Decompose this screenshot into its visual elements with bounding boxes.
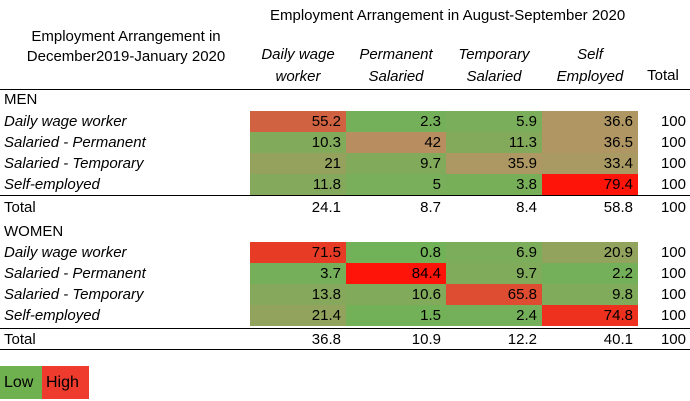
table-cell: 11.3 bbox=[446, 132, 542, 153]
table-cell: 36.6 bbox=[542, 111, 638, 132]
table-row: Self-employed 21.4 1.5 2.4 74.8 100 bbox=[0, 305, 690, 326]
row-total: 100 bbox=[660, 307, 686, 324]
total-cell: 36.8 bbox=[311, 331, 341, 348]
table-cell: 0.8 bbox=[346, 242, 446, 263]
total-row-total: 100 bbox=[660, 331, 686, 348]
table-cell: 74.8 bbox=[542, 305, 638, 326]
total-cell: 10.9 bbox=[411, 331, 441, 348]
total-cell: 58.8 bbox=[603, 199, 633, 216]
row-label: Salaried - Permanent bbox=[4, 265, 146, 282]
row-total: 100 bbox=[660, 155, 686, 172]
table-cell: 9.7 bbox=[446, 263, 542, 284]
column-group-header: Employment Arrangement in August-Septemb… bbox=[270, 7, 626, 24]
table-cell: 84.4 bbox=[346, 263, 446, 284]
legend-low: Low bbox=[0, 366, 42, 399]
group-label-men: MEN bbox=[4, 91, 38, 108]
table-cell: 20.9 bbox=[542, 242, 638, 263]
col-header-permanent-salaried: Permanent Salaried bbox=[359, 46, 433, 85]
table-cell: 1.5 bbox=[346, 305, 446, 326]
total-row-total: 100 bbox=[660, 199, 686, 216]
row-label: Salaried - Temporary bbox=[4, 286, 144, 303]
row-header-line1: Employment Arrangement in bbox=[31, 28, 221, 45]
row-total: 100 bbox=[660, 134, 686, 151]
row-label: Daily wage worker bbox=[4, 113, 127, 130]
men-total-rule bbox=[0, 195, 690, 196]
table-row: Salaried - Permanent 10.3 42 11.3 36.5 100 bbox=[0, 132, 690, 153]
table-cell: 71.5 bbox=[250, 242, 346, 263]
table-row: Salaried - Permanent 3.7 84.4 9.7 2.2 100 bbox=[0, 263, 690, 284]
table-cell: 13.8 bbox=[250, 284, 346, 305]
women-total-rule bbox=[0, 328, 690, 329]
table-cell: 10.3 bbox=[250, 132, 346, 153]
total-row: Total 36.8 10.9 12.2 40.1 100 bbox=[0, 329, 690, 350]
total-row: Total 24.1 8.7 8.4 58.8 100 bbox=[0, 197, 690, 218]
row-header: Employment Arrangement in December2019-J… bbox=[4, 27, 248, 67]
table-row: Salaried - Temporary 21 9.7 35.9 33.4 100 bbox=[0, 153, 690, 174]
total-cell: 12.2 bbox=[507, 331, 537, 348]
group-label-women: WOMEN bbox=[4, 223, 64, 240]
row-total: 100 bbox=[660, 113, 686, 130]
table-cell: 3.8 bbox=[446, 174, 542, 195]
table-bottom-rule bbox=[0, 349, 690, 350]
table-cell: 65.8 bbox=[446, 284, 542, 305]
table-cell: 2.3 bbox=[346, 111, 446, 132]
row-header-line2: December2019-January 2020 bbox=[26, 48, 226, 65]
table-cell: 21 bbox=[250, 153, 346, 174]
table-row: Daily wage worker 71.5 0.8 6.9 20.9 100 bbox=[0, 242, 690, 263]
table-cell: 3.7 bbox=[250, 263, 346, 284]
row-total: 100 bbox=[660, 176, 686, 193]
table-cell: 36.5 bbox=[542, 132, 638, 153]
row-total: 100 bbox=[660, 265, 686, 282]
table-row: Salaried - Temporary 13.8 10.6 65.8 9.8 100 bbox=[0, 284, 690, 305]
table-cell: 2.4 bbox=[446, 305, 542, 326]
col-header-total: Total bbox=[647, 67, 679, 84]
table-cell: 2.2 bbox=[542, 263, 638, 284]
row-label: Salaried - Permanent bbox=[4, 134, 146, 151]
table-cell: 55.2 bbox=[250, 111, 346, 132]
table-cell: 9.7 bbox=[346, 153, 446, 174]
table-cell: 42 bbox=[346, 132, 446, 153]
col-header-daily-wage: Daily wage worker bbox=[261, 46, 335, 85]
legend-high: High bbox=[42, 366, 89, 399]
col-header-temporary-salaried: Temporary Salaried bbox=[458, 46, 530, 85]
total-row-label: Total bbox=[4, 199, 36, 216]
table-cell: 5 bbox=[346, 174, 446, 195]
total-cell: 8.7 bbox=[420, 199, 441, 216]
total-cell: 40.1 bbox=[603, 331, 633, 348]
row-label: Daily wage worker bbox=[4, 244, 127, 261]
row-total: 100 bbox=[660, 286, 686, 303]
table-cell: 35.9 bbox=[446, 153, 542, 174]
table-cell: 6.9 bbox=[446, 242, 542, 263]
total-cell: 8.4 bbox=[516, 199, 537, 216]
table-cell: 33.4 bbox=[542, 153, 638, 174]
table-cell: 10.6 bbox=[346, 284, 446, 305]
table-cell: 21.4 bbox=[250, 305, 346, 326]
total-row-label: Total bbox=[4, 331, 36, 348]
row-label: Self-employed bbox=[4, 176, 100, 193]
row-label: Self-employed bbox=[4, 307, 100, 324]
table-cell: 9.8 bbox=[542, 284, 638, 305]
total-cell: 24.1 bbox=[311, 199, 341, 216]
table-row: Daily wage worker 55.2 2.3 5.9 36.6 100 bbox=[0, 111, 690, 132]
table-cell: 11.8 bbox=[250, 174, 346, 195]
row-label: Salaried - Temporary bbox=[4, 155, 144, 172]
header-rule bbox=[0, 89, 690, 90]
row-total: 100 bbox=[660, 244, 686, 261]
table-row: Self-employed 11.8 5 3.8 79.4 100 bbox=[0, 174, 690, 195]
table-cell: 5.9 bbox=[446, 111, 542, 132]
table-cell: 79.4 bbox=[542, 174, 638, 195]
col-header-self-employed: Self Employed bbox=[556, 46, 624, 85]
